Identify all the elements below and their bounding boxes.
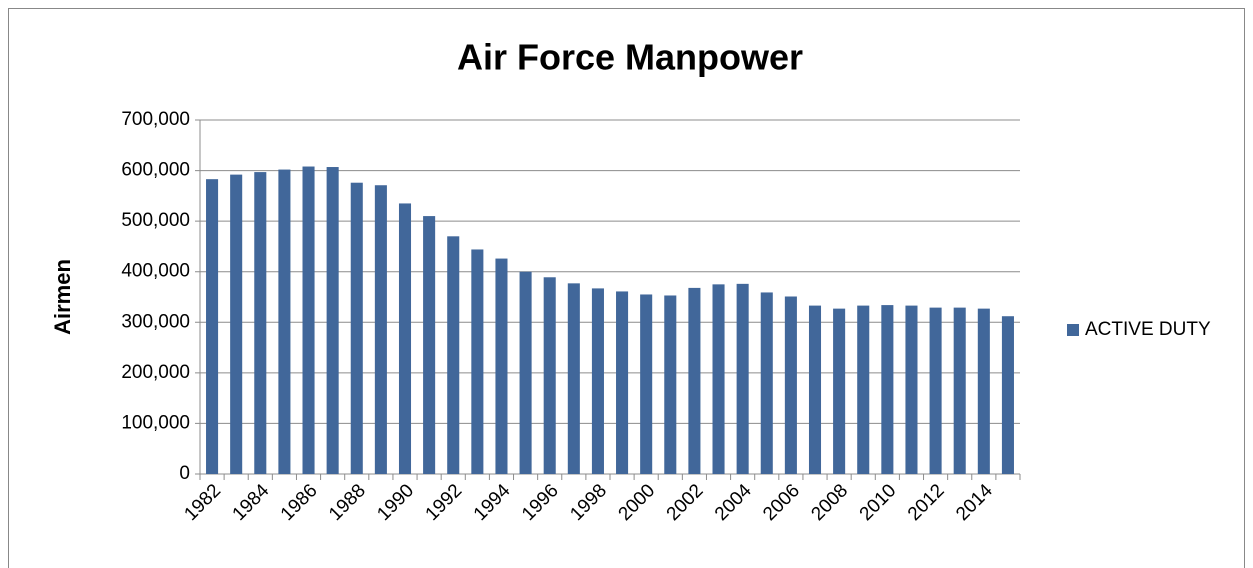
bar <box>254 172 267 475</box>
bar <box>519 271 532 474</box>
bar <box>374 185 387 475</box>
bar <box>1001 316 1014 474</box>
chart-border <box>8 8 1245 568</box>
bar <box>712 284 725 474</box>
bar <box>977 308 990 474</box>
bar <box>953 307 966 474</box>
bar <box>929 307 942 474</box>
bar <box>881 305 894 474</box>
x-tick-label: 2006 <box>759 480 804 525</box>
bar <box>423 216 436 475</box>
bar <box>447 236 460 474</box>
x-tick-label: 1992 <box>422 480 467 525</box>
bar <box>688 287 701 474</box>
x-tick-label: 1984 <box>229 480 274 525</box>
y-tick-label: 500,000 <box>121 210 190 231</box>
legend-label: ACTIVE DUTY <box>1085 319 1211 340</box>
x-tick-label: 1988 <box>325 480 370 525</box>
y-tick-label: 400,000 <box>121 261 190 282</box>
legend-swatch <box>1067 324 1079 336</box>
bar <box>905 305 918 474</box>
y-tick-label: 200,000 <box>121 362 190 383</box>
y-tick-label: 700,000 <box>121 109 190 130</box>
x-tick-label: 2008 <box>807 480 852 525</box>
x-tick-label: 1990 <box>373 480 418 525</box>
bar <box>736 283 749 474</box>
bar <box>302 166 315 475</box>
x-tick-label: 2010 <box>856 480 901 525</box>
x-tick-label: 2000 <box>615 480 660 525</box>
bar <box>206 179 219 474</box>
bar <box>350 182 363 475</box>
bar <box>230 174 243 475</box>
bar <box>784 296 797 474</box>
x-tick-label: 1982 <box>180 480 225 525</box>
bar <box>326 167 339 474</box>
bar <box>808 305 822 474</box>
x-tick-label: 1996 <box>518 480 563 525</box>
y-axis-label: Airmen <box>50 259 75 335</box>
bar <box>857 305 870 474</box>
y-tick-label: 600,000 <box>121 160 190 181</box>
chart-title: Air Force Manpower <box>457 37 803 78</box>
x-tick-label: 2002 <box>663 480 708 525</box>
bar <box>495 258 508 474</box>
bar <box>278 169 291 474</box>
bar <box>760 292 773 474</box>
bar <box>833 308 846 474</box>
bar <box>640 294 653 474</box>
x-tick-label: 1986 <box>277 480 322 525</box>
x-tick-label: 2012 <box>904 480 949 525</box>
bar <box>567 283 580 474</box>
bar <box>471 249 484 474</box>
x-tick-label: 2004 <box>711 480 756 525</box>
bar <box>543 277 556 474</box>
bar <box>398 203 412 474</box>
x-tick-label: 1998 <box>566 480 611 525</box>
y-tick-label: 300,000 <box>121 311 190 332</box>
bar <box>616 291 629 474</box>
bar <box>664 295 677 474</box>
y-tick-label: 100,000 <box>121 412 190 433</box>
bar <box>591 288 604 474</box>
y-tick-label: 0 <box>179 463 190 484</box>
x-tick-label: 2014 <box>952 480 997 525</box>
x-tick-label: 1994 <box>470 480 515 525</box>
